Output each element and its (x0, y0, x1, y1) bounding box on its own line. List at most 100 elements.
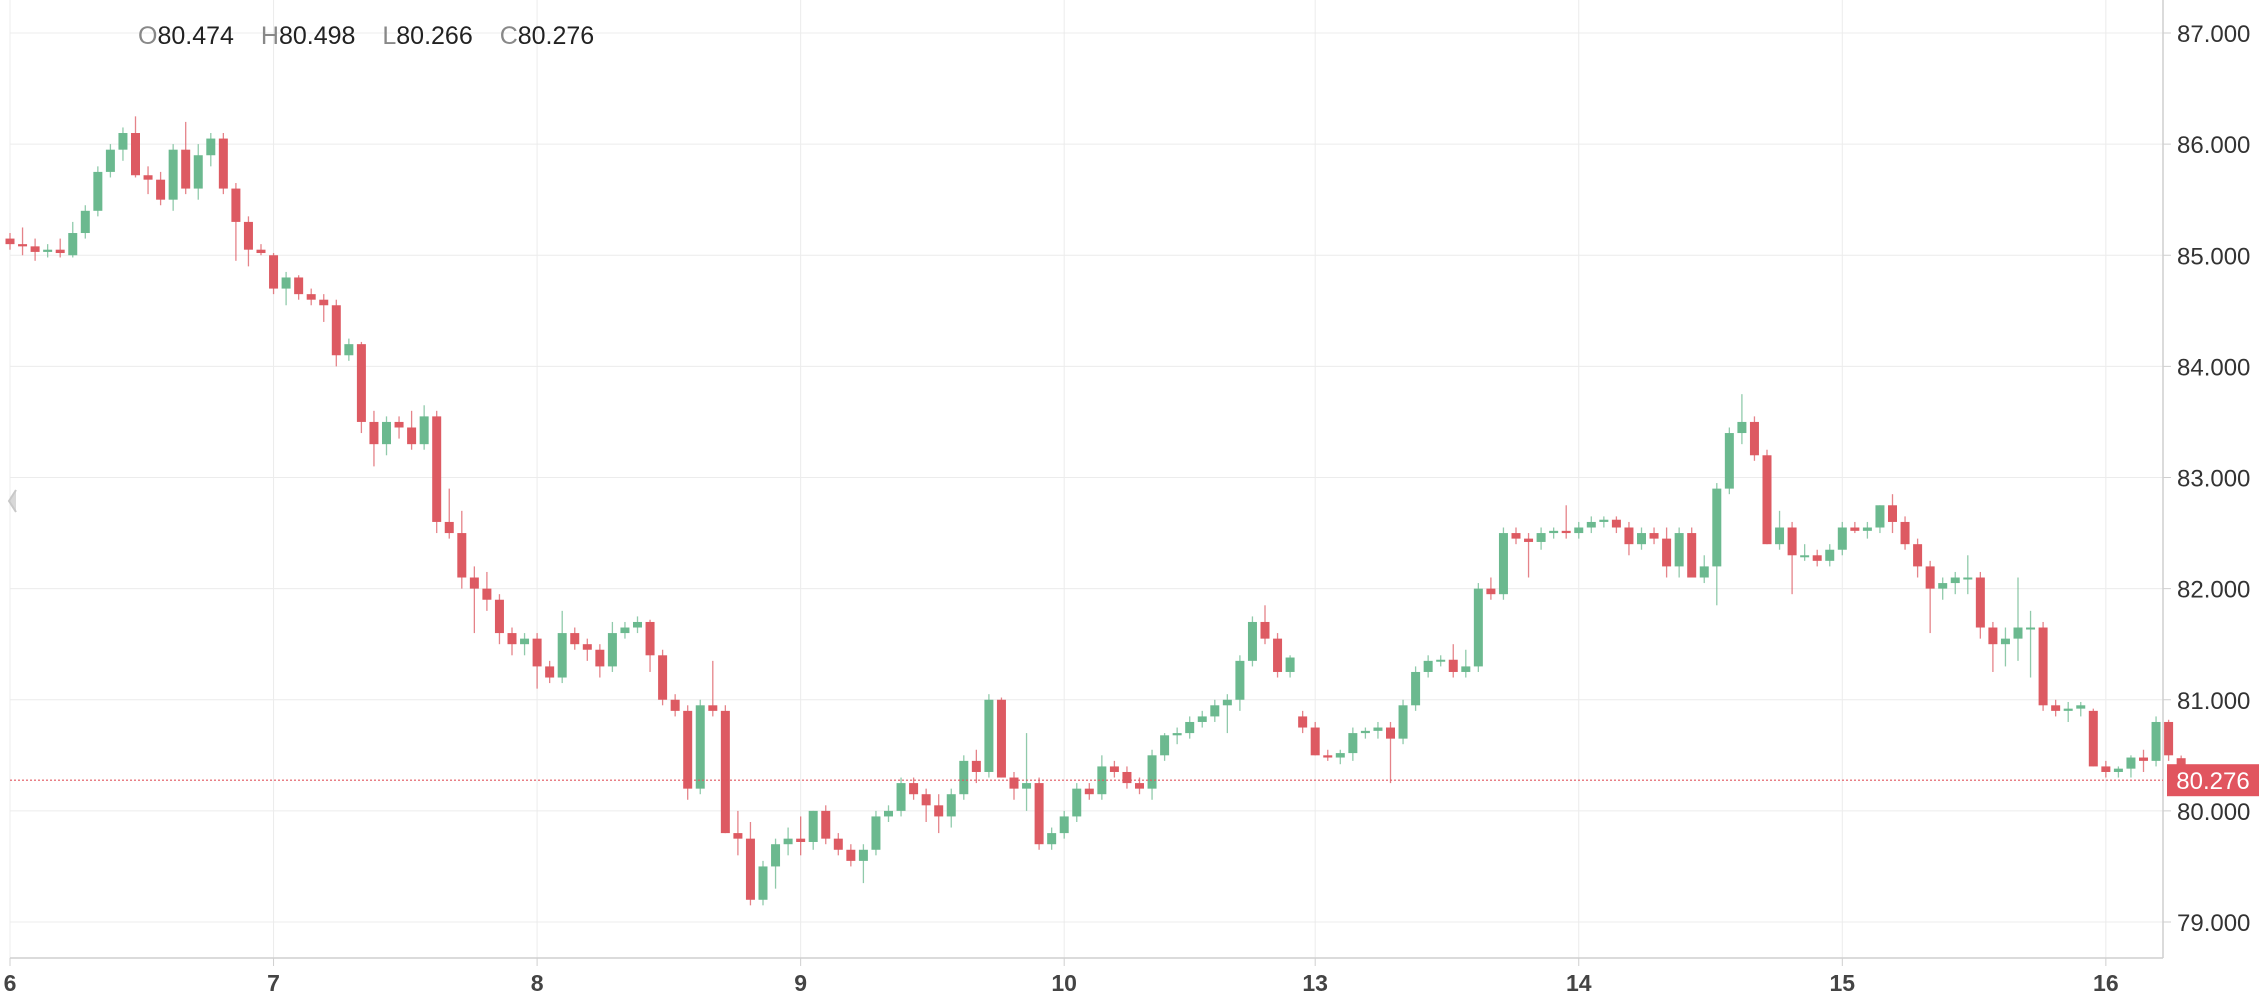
candle-up (858, 844, 868, 884)
candle-body (281, 277, 291, 289)
candle-body (494, 599, 504, 634)
candle-down (482, 571, 492, 611)
candle-body (1185, 721, 1195, 734)
candle-up (1724, 427, 1734, 495)
candle-body (2126, 757, 2136, 769)
candle-down (243, 216, 253, 267)
candle-down (1762, 449, 1772, 545)
close-value: 80.276 (517, 22, 595, 50)
candle-body (444, 521, 454, 534)
candle-body (1649, 533, 1659, 539)
candle-down (1386, 721, 1395, 784)
candle-body (858, 849, 868, 861)
candle-down (218, 133, 228, 195)
candle-up (783, 827, 793, 856)
candle-body (1611, 519, 1621, 528)
candle-up (1411, 666, 1421, 711)
candle-down (934, 794, 944, 834)
candle-up (193, 144, 203, 200)
candle-down (319, 294, 329, 322)
open-label: O (138, 22, 158, 50)
last-price-badge (2167, 764, 2259, 797)
candle-up (633, 616, 642, 634)
candle-up (1775, 510, 1785, 550)
candle-body (1599, 519, 1609, 522)
chart-axes: 79.000 80.000 81.000 82.000 83.000 84.000 85.0… (4, 0, 2259, 996)
candle-body (1022, 783, 1032, 789)
candle-up (1022, 733, 1032, 811)
candle-body (1800, 555, 1810, 558)
candle-down (833, 833, 843, 856)
candle-body (344, 344, 354, 356)
candle-up (1247, 616, 1257, 667)
candle-body (18, 244, 28, 247)
candle-body (1059, 816, 1069, 834)
collapse-panel-icon[interactable] (6, 488, 18, 514)
candle-down (1511, 527, 1521, 545)
candle-down (821, 805, 831, 845)
candle-body (2013, 627, 2023, 639)
candle-body (1323, 755, 1333, 758)
candle-body (959, 760, 969, 795)
candle-body (394, 421, 404, 428)
candle-up (1072, 783, 1082, 822)
candle-up (557, 610, 567, 684)
candle-body (93, 171, 103, 211)
candle-up (984, 694, 994, 778)
candle-down (269, 253, 279, 295)
candle-down (996, 697, 1006, 778)
candle-down (658, 649, 668, 706)
candle-body (1109, 766, 1119, 772)
candle-body (783, 838, 793, 845)
candle-body (2088, 710, 2098, 767)
candle-body (833, 838, 843, 850)
candle-down (645, 619, 655, 672)
candle-body (946, 794, 956, 817)
candle-body (1662, 538, 1672, 567)
y-tick-label: 86.000 (2177, 132, 2250, 159)
candle-body (118, 133, 128, 150)
candle-down (1812, 549, 1822, 567)
candle-body (1436, 659, 1446, 662)
candle-down (1310, 721, 1320, 756)
candle-body (2151, 721, 2161, 761)
candle-up (206, 133, 216, 167)
candle-up (1172, 727, 1182, 745)
candle-body (1486, 588, 1496, 595)
candle-up (43, 244, 53, 258)
candle-body (1674, 533, 1684, 567)
candle-body (909, 783, 919, 795)
candle-body (1850, 527, 1860, 531)
candle-up (1235, 655, 1245, 711)
candle-body (1938, 583, 1948, 589)
candle-body (884, 810, 893, 817)
candle-up (1185, 716, 1195, 739)
candle-body (582, 644, 592, 650)
candle-body (432, 416, 442, 522)
candle-up (1800, 544, 1810, 561)
candle-body (131, 133, 140, 176)
candle-body (1335, 753, 1345, 758)
candle-down (595, 644, 605, 678)
x-tick-label: 6 (4, 970, 17, 996)
candle-body (457, 533, 467, 578)
candle-up (1197, 710, 1207, 728)
candle-down (1913, 538, 1923, 578)
candle-down (1448, 644, 1458, 678)
candle-body (1423, 660, 1433, 672)
candle-up (1938, 577, 1948, 600)
candle-down (5, 233, 15, 250)
candle-body (1549, 530, 1559, 534)
candle-body (645, 621, 655, 656)
candle-up (1373, 721, 1383, 739)
candle-up (620, 621, 630, 639)
candle-down (1561, 505, 1571, 539)
candle-body (745, 838, 755, 900)
candle-down (532, 633, 542, 689)
candle-body (1197, 716, 1207, 722)
candle-up (607, 621, 617, 672)
candle-body (1724, 433, 1734, 489)
candle-body (1461, 666, 1471, 672)
candle-body (181, 149, 191, 189)
